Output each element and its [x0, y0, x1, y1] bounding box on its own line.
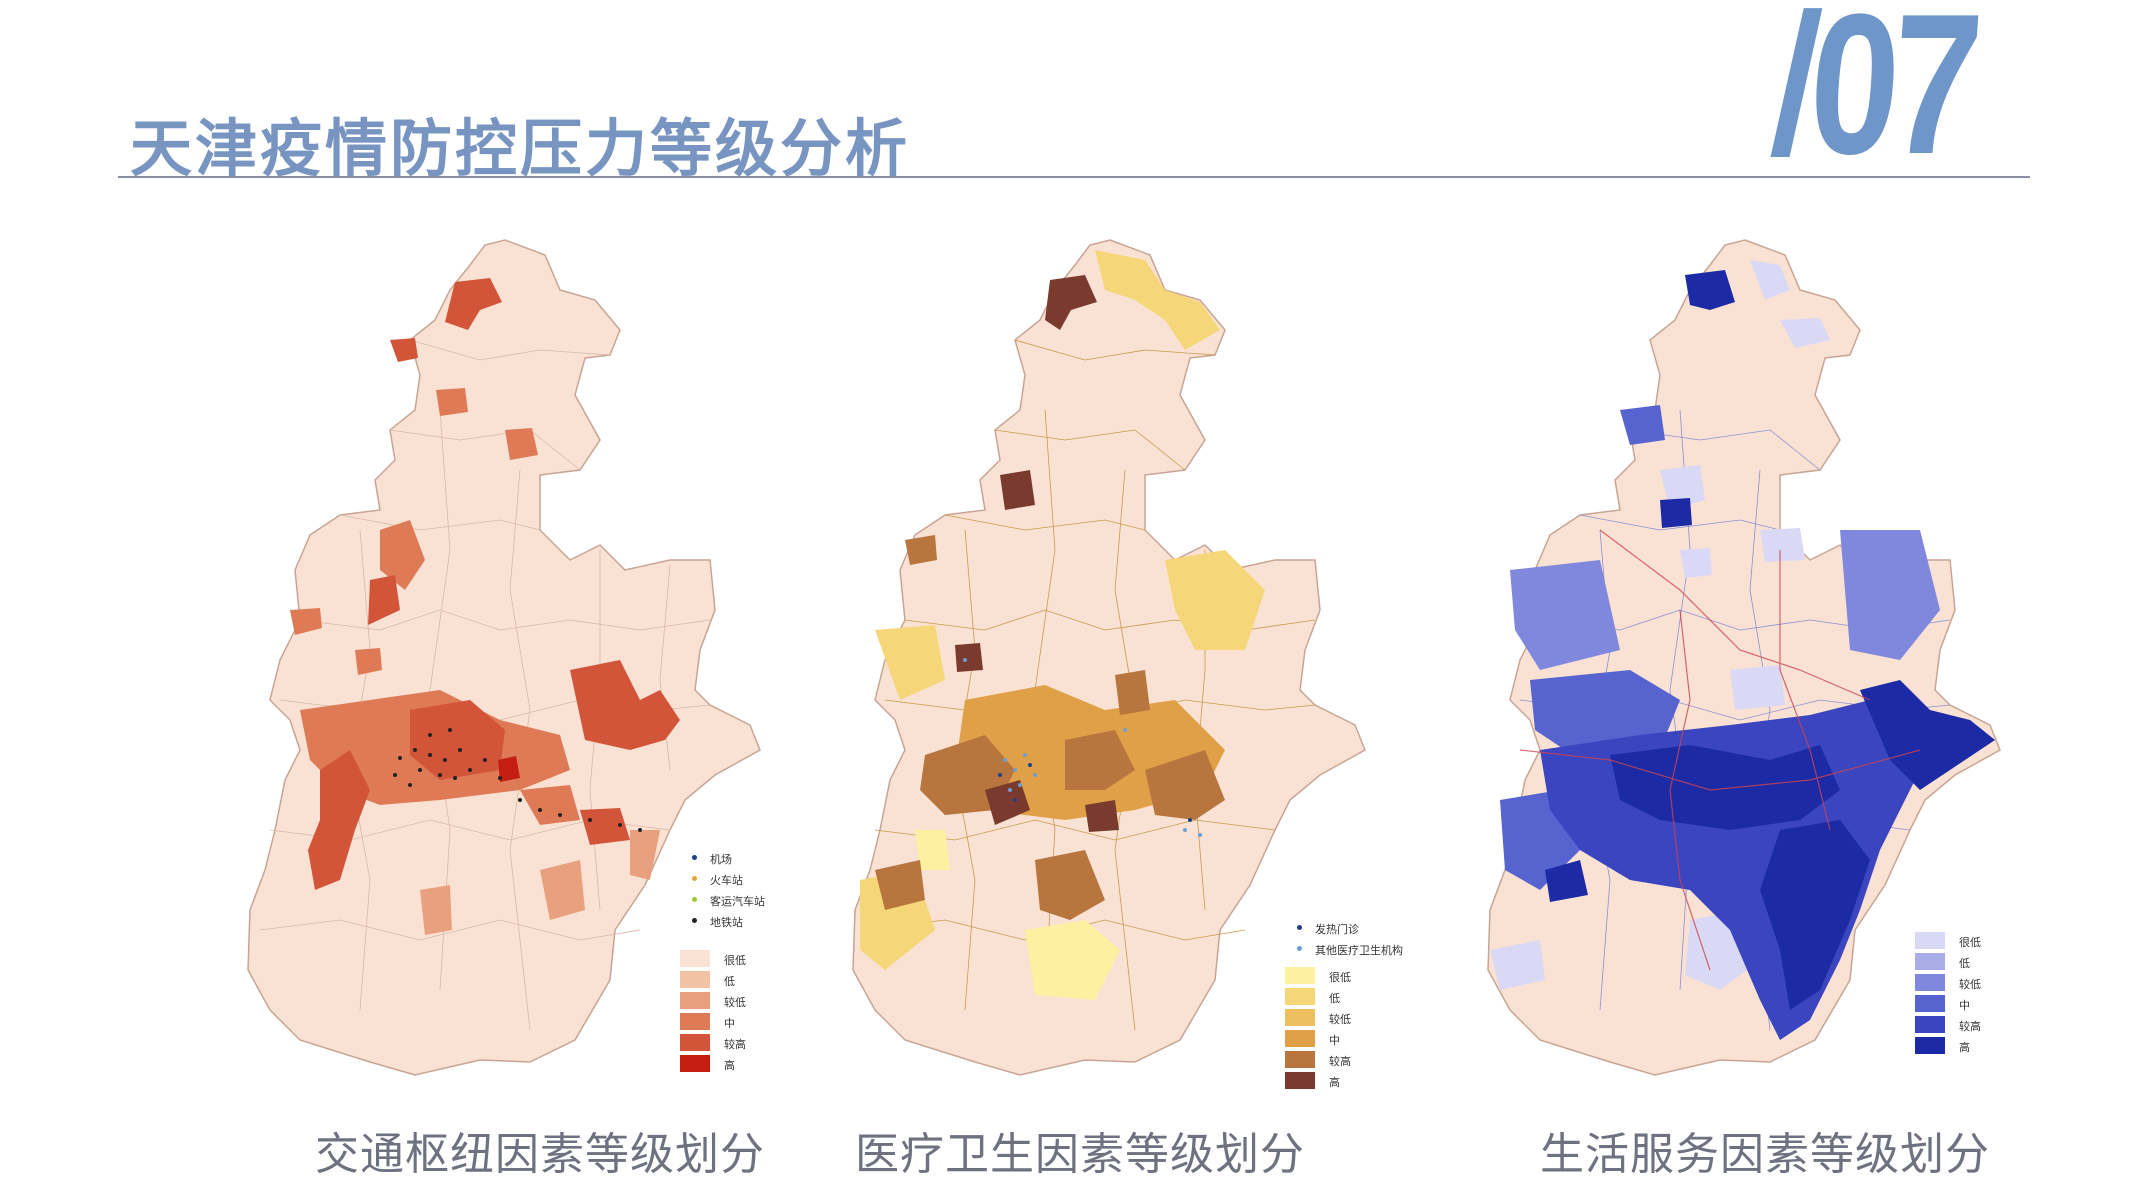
subway-station-marker-icon	[692, 918, 697, 923]
medical-choropleth-map	[852, 239, 1366, 1076]
legend-swatch	[680, 971, 710, 988]
legend-swatch	[680, 950, 710, 967]
bus-station-marker-icon	[692, 897, 697, 902]
legend-swatch	[680, 1013, 710, 1030]
fever-clinic-marker-icon	[1297, 925, 1302, 930]
legend-swatch	[1915, 932, 1945, 949]
legend-swatch	[680, 1055, 710, 1072]
living-services-map-panel: 很低 低 较低 中 较高 高	[1480, 230, 2080, 1090]
living-services-level-areas	[1490, 260, 1995, 1040]
legend-swatch	[1285, 1030, 1315, 1047]
legend-swatch	[1285, 1072, 1315, 1089]
legend-swatch	[1915, 1016, 1945, 1033]
medical-facility-points	[963, 658, 1202, 837]
transport-map-panel: 机场 火车站 客运汽车站 地铁站 很低 低 较低 中 较高 高	[240, 230, 840, 1090]
railway-station-marker-icon	[692, 876, 697, 881]
legend-swatch	[1915, 1037, 1945, 1054]
transport-map-caption: 交通枢纽因素等级划分	[315, 1129, 765, 1180]
transport-hotspots	[290, 278, 680, 935]
legend-swatch	[1915, 995, 1945, 1012]
medical-institution-marker-icon	[1297, 946, 1302, 951]
slide-number: /07	[1766, 0, 1981, 196]
airport-marker-icon	[692, 855, 697, 860]
subway-station-points	[393, 728, 642, 832]
living-services-map-caption: 生活服务因素等级划分	[1540, 1129, 1990, 1180]
legend-swatch	[1915, 953, 1945, 970]
legend-swatch	[680, 992, 710, 1009]
district-red-boundaries	[1519, 529, 1921, 971]
medical-level-areas	[860, 250, 1265, 1000]
header-divider	[118, 176, 2030, 178]
legend-swatch	[680, 1034, 710, 1051]
legend-swatch	[1285, 1051, 1315, 1068]
medical-map-panel: 发热门诊 其他医疗卫生机构 很低 低 较低 中 较高 高	[845, 230, 1445, 1090]
page-title: 天津疫情防控压力等级分析	[130, 112, 911, 185]
legend-swatch	[1285, 1009, 1315, 1026]
medical-map-caption: 医疗卫生因素等级划分	[855, 1129, 1305, 1180]
legend-swatch	[1915, 974, 1945, 991]
living-services-choropleth-map	[1487, 239, 2001, 1076]
transport-choropleth-map	[247, 239, 761, 1076]
legend-swatch	[1285, 967, 1315, 984]
legend-swatch	[1285, 988, 1315, 1005]
